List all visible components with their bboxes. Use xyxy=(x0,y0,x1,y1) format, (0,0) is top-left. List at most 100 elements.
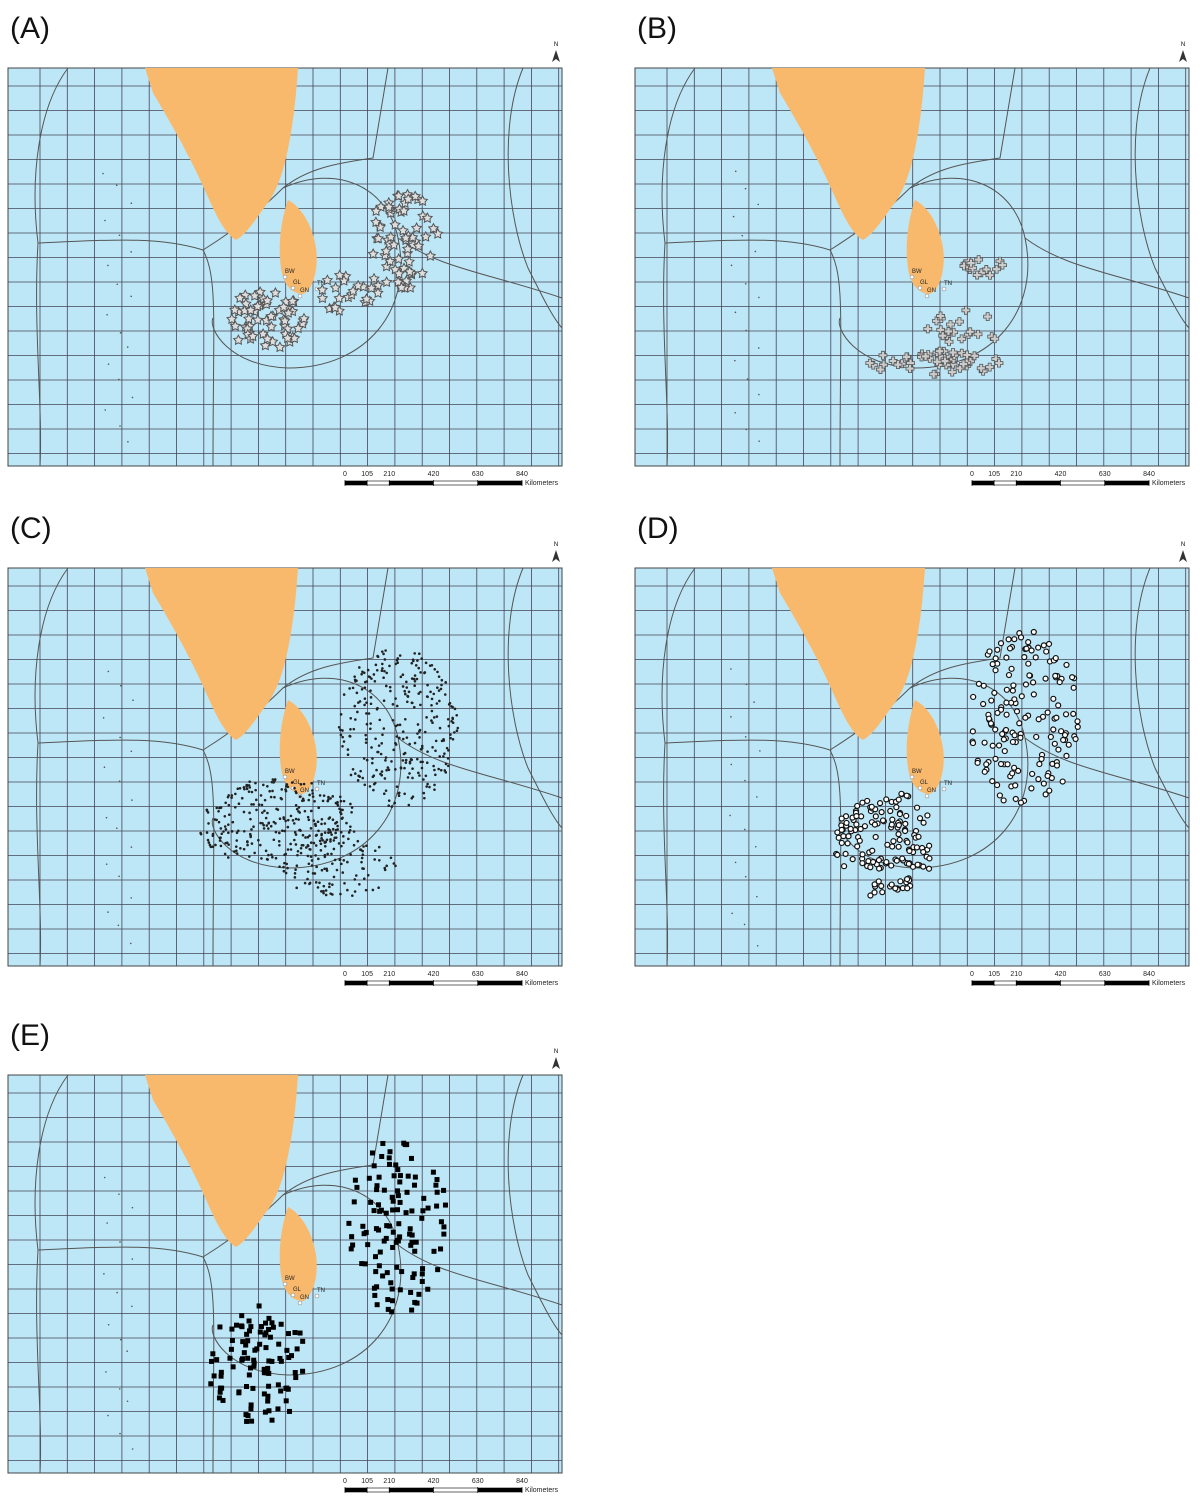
marker xyxy=(325,838,329,842)
island xyxy=(118,234,121,237)
island xyxy=(119,1432,121,1435)
marker xyxy=(227,843,230,846)
marker xyxy=(1004,761,1011,768)
marker xyxy=(401,247,414,259)
marker xyxy=(312,819,316,823)
marker xyxy=(439,687,443,691)
marker xyxy=(413,652,417,655)
marker xyxy=(1042,791,1049,798)
marker xyxy=(409,1232,415,1238)
marker xyxy=(242,847,246,851)
marker xyxy=(257,1329,263,1335)
island xyxy=(732,215,735,218)
marker xyxy=(286,295,299,307)
site-label: GN xyxy=(300,788,309,794)
marker xyxy=(369,722,372,725)
marker xyxy=(428,664,432,667)
marker xyxy=(840,833,847,840)
panel-label: (B) xyxy=(637,12,677,45)
marker xyxy=(1003,699,1010,706)
island xyxy=(734,359,736,362)
marker xyxy=(252,1347,258,1353)
marker xyxy=(1017,734,1024,741)
marker xyxy=(263,1345,269,1351)
marker xyxy=(1021,654,1028,661)
marker xyxy=(1000,797,1007,804)
marker xyxy=(450,720,453,723)
marker xyxy=(446,717,450,721)
marker xyxy=(980,682,987,689)
marker xyxy=(304,836,307,839)
scale-tick-label: 840 xyxy=(1143,971,1155,978)
marker xyxy=(926,855,933,862)
marker xyxy=(250,842,254,845)
marker xyxy=(431,227,444,239)
boundary xyxy=(37,739,215,967)
marker xyxy=(286,785,290,789)
island xyxy=(104,409,107,411)
marker xyxy=(1030,628,1037,636)
marker xyxy=(377,845,381,849)
marker xyxy=(867,892,874,899)
marker xyxy=(1009,770,1016,777)
marker xyxy=(233,850,236,853)
marker xyxy=(286,1354,292,1360)
land-india xyxy=(772,68,925,240)
scale-segment xyxy=(1104,980,1150,986)
marker xyxy=(327,831,330,834)
marker xyxy=(308,834,311,837)
marker xyxy=(376,1174,382,1180)
marker xyxy=(425,716,428,719)
island xyxy=(118,780,121,782)
marker xyxy=(445,746,449,750)
marker xyxy=(389,1194,395,1200)
marker xyxy=(876,365,885,374)
marker xyxy=(432,692,436,696)
marker xyxy=(323,855,327,859)
marker xyxy=(260,803,264,807)
marker xyxy=(374,663,378,667)
marker xyxy=(1065,741,1072,748)
marker xyxy=(293,838,296,842)
marker xyxy=(875,865,883,872)
marker xyxy=(275,1382,281,1388)
marker xyxy=(341,735,344,739)
scale-tick-label: 420 xyxy=(1055,971,1067,978)
marker xyxy=(413,679,417,683)
marker xyxy=(402,193,415,205)
marker xyxy=(223,814,227,818)
marker xyxy=(214,843,217,847)
marker xyxy=(319,849,323,852)
marker xyxy=(382,699,386,703)
marker xyxy=(888,862,895,869)
site-label: GL xyxy=(293,780,302,786)
marker xyxy=(444,771,448,774)
marker xyxy=(421,1195,427,1201)
marker xyxy=(209,845,213,849)
marker xyxy=(266,1370,272,1376)
marker xyxy=(307,818,311,822)
marker xyxy=(289,814,293,818)
marker xyxy=(304,846,308,849)
marker xyxy=(310,781,313,785)
marker xyxy=(1045,640,1053,648)
marker xyxy=(292,322,305,334)
marker xyxy=(901,827,909,835)
marker xyxy=(322,794,326,797)
marker xyxy=(262,1409,268,1415)
marker xyxy=(249,835,252,839)
marker xyxy=(298,811,302,814)
island xyxy=(730,763,733,766)
marker xyxy=(1029,770,1036,778)
marker xyxy=(333,269,346,281)
marker xyxy=(358,882,361,886)
marker xyxy=(998,260,1007,270)
marker xyxy=(869,858,877,866)
marker xyxy=(274,856,278,860)
marker xyxy=(1047,733,1054,741)
site-label: BW xyxy=(285,1276,295,1282)
marker xyxy=(257,1341,263,1347)
marker xyxy=(211,845,215,849)
north-label: N xyxy=(1181,42,1185,48)
marker xyxy=(368,785,372,788)
